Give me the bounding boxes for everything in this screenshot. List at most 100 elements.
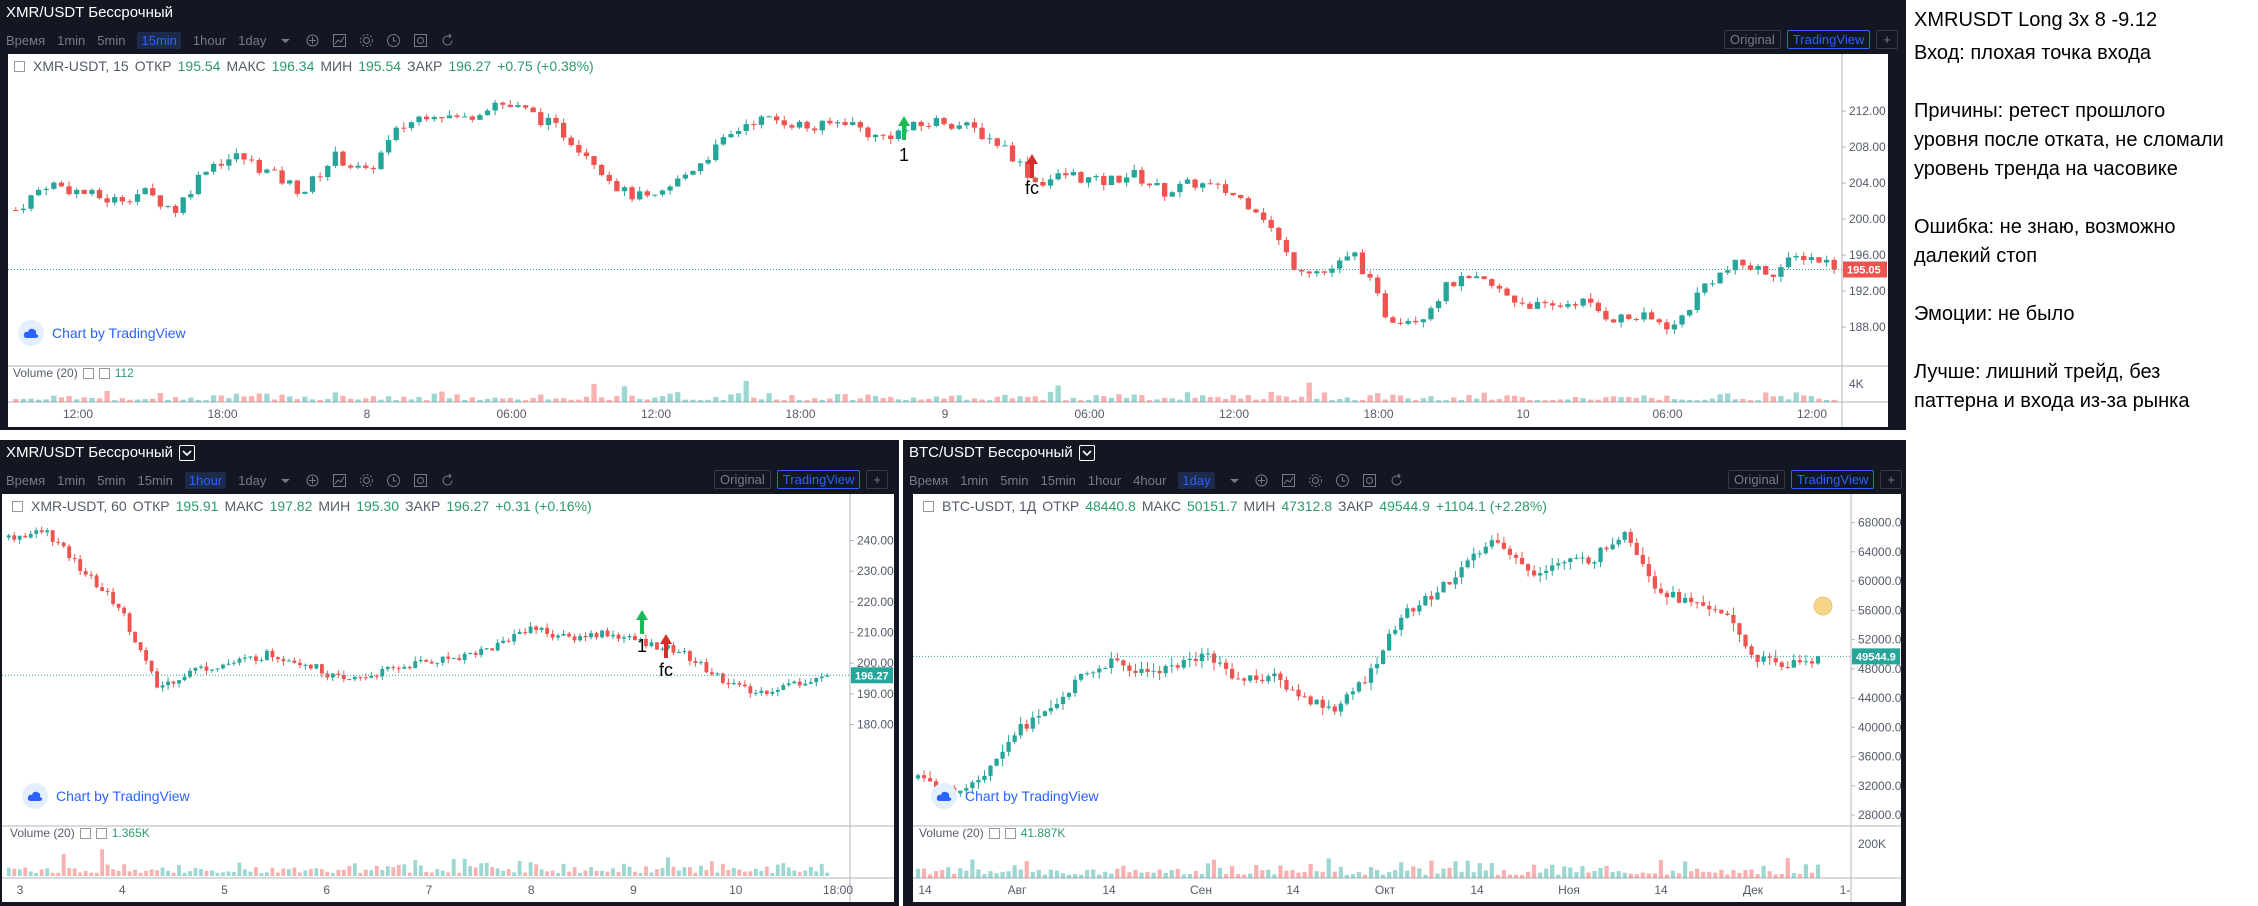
volume-bar (89, 397, 95, 402)
tab-original[interactable]: Original (1724, 30, 1781, 49)
volume-bar (781, 863, 786, 876)
chart-style-icon[interactable] (332, 473, 347, 488)
chevron-down-icon[interactable] (1078, 444, 1095, 461)
clock-icon[interactable] (1335, 473, 1350, 488)
volume-bar (572, 867, 577, 876)
screenshot-icon[interactable] (413, 33, 428, 48)
collapse-icon[interactable] (923, 500, 934, 512)
add-chart-button[interactable]: + (866, 470, 888, 489)
tab-original[interactable]: Original (1728, 470, 1785, 489)
clock-icon[interactable] (386, 33, 401, 48)
chart-style-icon[interactable] (332, 33, 347, 48)
dropdown-caret-icon[interactable] (1227, 473, 1242, 488)
timeframe-4hour[interactable]: 4hour (1133, 472, 1167, 488)
x-tick-label: 5 (221, 883, 228, 897)
candle-body (545, 627, 550, 634)
candle-body (1192, 179, 1198, 188)
volume-bar (248, 871, 253, 876)
price-chart[interactable]: 212.00 208.00 204.00 200.00 196.00 192.00 188.… (8, 54, 1888, 427)
candle-body (1447, 582, 1452, 585)
volume-bar (652, 397, 658, 402)
tradingview-link[interactable]: Chart by TradingView (931, 783, 1099, 809)
reset-icon[interactable] (440, 473, 455, 488)
volume-bar (39, 869, 44, 876)
timeframe-5min[interactable]: 5min (1000, 472, 1029, 488)
timeframe-1day[interactable]: 1day (238, 472, 267, 488)
candle-body (490, 648, 495, 651)
volume-bar (952, 873, 957, 878)
gear-icon[interactable] (359, 33, 374, 48)
tab-tradingview[interactable]: TradingView (776, 470, 861, 489)
tab-tradingview[interactable]: TradingView (1790, 470, 1875, 489)
timeframe-5min[interactable]: 5min (97, 32, 126, 48)
collapse-icon[interactable] (12, 500, 23, 512)
tradingview-link[interactable]: Chart by TradingView (22, 783, 190, 809)
price-chart[interactable]: 240.00 230.00 220.00 210.00 200.00 190.00 180.… (2, 494, 894, 902)
timeframe-Время[interactable]: Время (6, 472, 46, 488)
timeframe-1day[interactable]: 1day (1178, 471, 1215, 489)
timeframe-1hour[interactable]: 1hour (192, 32, 227, 48)
candle-body (127, 613, 132, 632)
crosshair-icon[interactable] (305, 473, 320, 488)
tradingview-link[interactable]: Chart by TradingView (18, 320, 186, 346)
volume-bar (144, 870, 149, 876)
settings-icon[interactable] (988, 827, 1000, 839)
volume-bar (1420, 398, 1427, 402)
add-chart-button[interactable]: + (1876, 30, 1898, 49)
timeframe-Время[interactable]: Время (6, 32, 46, 48)
reset-icon[interactable] (1389, 473, 1404, 488)
screenshot-icon[interactable] (1362, 473, 1377, 488)
close-icon[interactable] (95, 827, 107, 839)
screenshot-icon[interactable] (413, 473, 428, 488)
volume-bar (393, 400, 399, 402)
tab-tradingview[interactable]: TradingView (1786, 30, 1871, 49)
tab-original[interactable]: Original (714, 470, 771, 489)
chevron-down-icon[interactable] (179, 444, 196, 461)
candle-body (1336, 260, 1343, 269)
candle-body (1298, 269, 1305, 272)
chart-area[interactable]: 212.00 208.00 204.00 200.00 196.00 192.00 188.… (8, 54, 1888, 427)
chart-style-icon[interactable] (1281, 473, 1296, 488)
settings-icon[interactable] (82, 367, 94, 379)
candle-body (484, 648, 489, 650)
crosshair-icon[interactable] (305, 33, 320, 48)
timeframe-1min[interactable]: 1min (57, 32, 86, 48)
timeframe-1hour[interactable]: 1hour (1087, 472, 1122, 488)
timeframe-1day[interactable]: 1day (238, 32, 267, 48)
dropdown-caret-icon[interactable] (278, 473, 293, 488)
reset-icon[interactable] (440, 33, 455, 48)
tradingview-link-text[interactable]: Chart by TradingView (52, 325, 186, 341)
dropdown-caret-icon[interactable] (278, 33, 293, 48)
volume-bar (50, 872, 55, 876)
price-chart[interactable]: 68000.0 64000.0 60000.0 56000.0 52000.0 48000… (913, 494, 1901, 902)
candle-body (775, 689, 780, 692)
gear-icon[interactable] (1308, 473, 1323, 488)
timeframe-15min[interactable]: 15min (1040, 472, 1076, 488)
candle-body (850, 122, 856, 125)
crosshair-icon[interactable] (1254, 473, 1269, 488)
timeframe-1hour[interactable]: 1hour (184, 471, 227, 489)
timeframe-15min[interactable]: 15min (137, 472, 173, 488)
chart-area[interactable]: 68000.0 64000.0 60000.0 56000.0 52000.0 48000… (913, 494, 1901, 902)
tradingview-link-text[interactable]: Chart by TradingView (965, 788, 1099, 804)
add-chart-button[interactable]: + (1880, 470, 1902, 489)
timeframe-15min[interactable]: 15min (137, 31, 181, 49)
timeframe-1min[interactable]: 1min (57, 472, 86, 488)
volume-bar (834, 393, 841, 402)
close-icon[interactable] (1004, 827, 1016, 839)
collapse-icon[interactable] (14, 60, 25, 72)
chart-area[interactable]: 240.00 230.00 220.00 210.00 200.00 190.00 180.… (2, 494, 894, 902)
close-icon[interactable] (98, 367, 110, 379)
high-value: 196.34 (271, 58, 315, 74)
tradingview-link-text[interactable]: Chart by TradingView (56, 788, 190, 804)
settings-icon[interactable] (79, 827, 91, 839)
gear-icon[interactable] (359, 473, 374, 488)
candle-body (1375, 277, 1381, 294)
timeframe-Время[interactable]: Время (909, 472, 949, 488)
timeframe-5min[interactable]: 5min (97, 472, 126, 488)
volume-bar (1260, 870, 1265, 878)
volume-bar (1481, 392, 1487, 402)
volume-bar (1656, 399, 1662, 402)
clock-icon[interactable] (386, 473, 401, 488)
timeframe-1min[interactable]: 1min (960, 472, 989, 488)
